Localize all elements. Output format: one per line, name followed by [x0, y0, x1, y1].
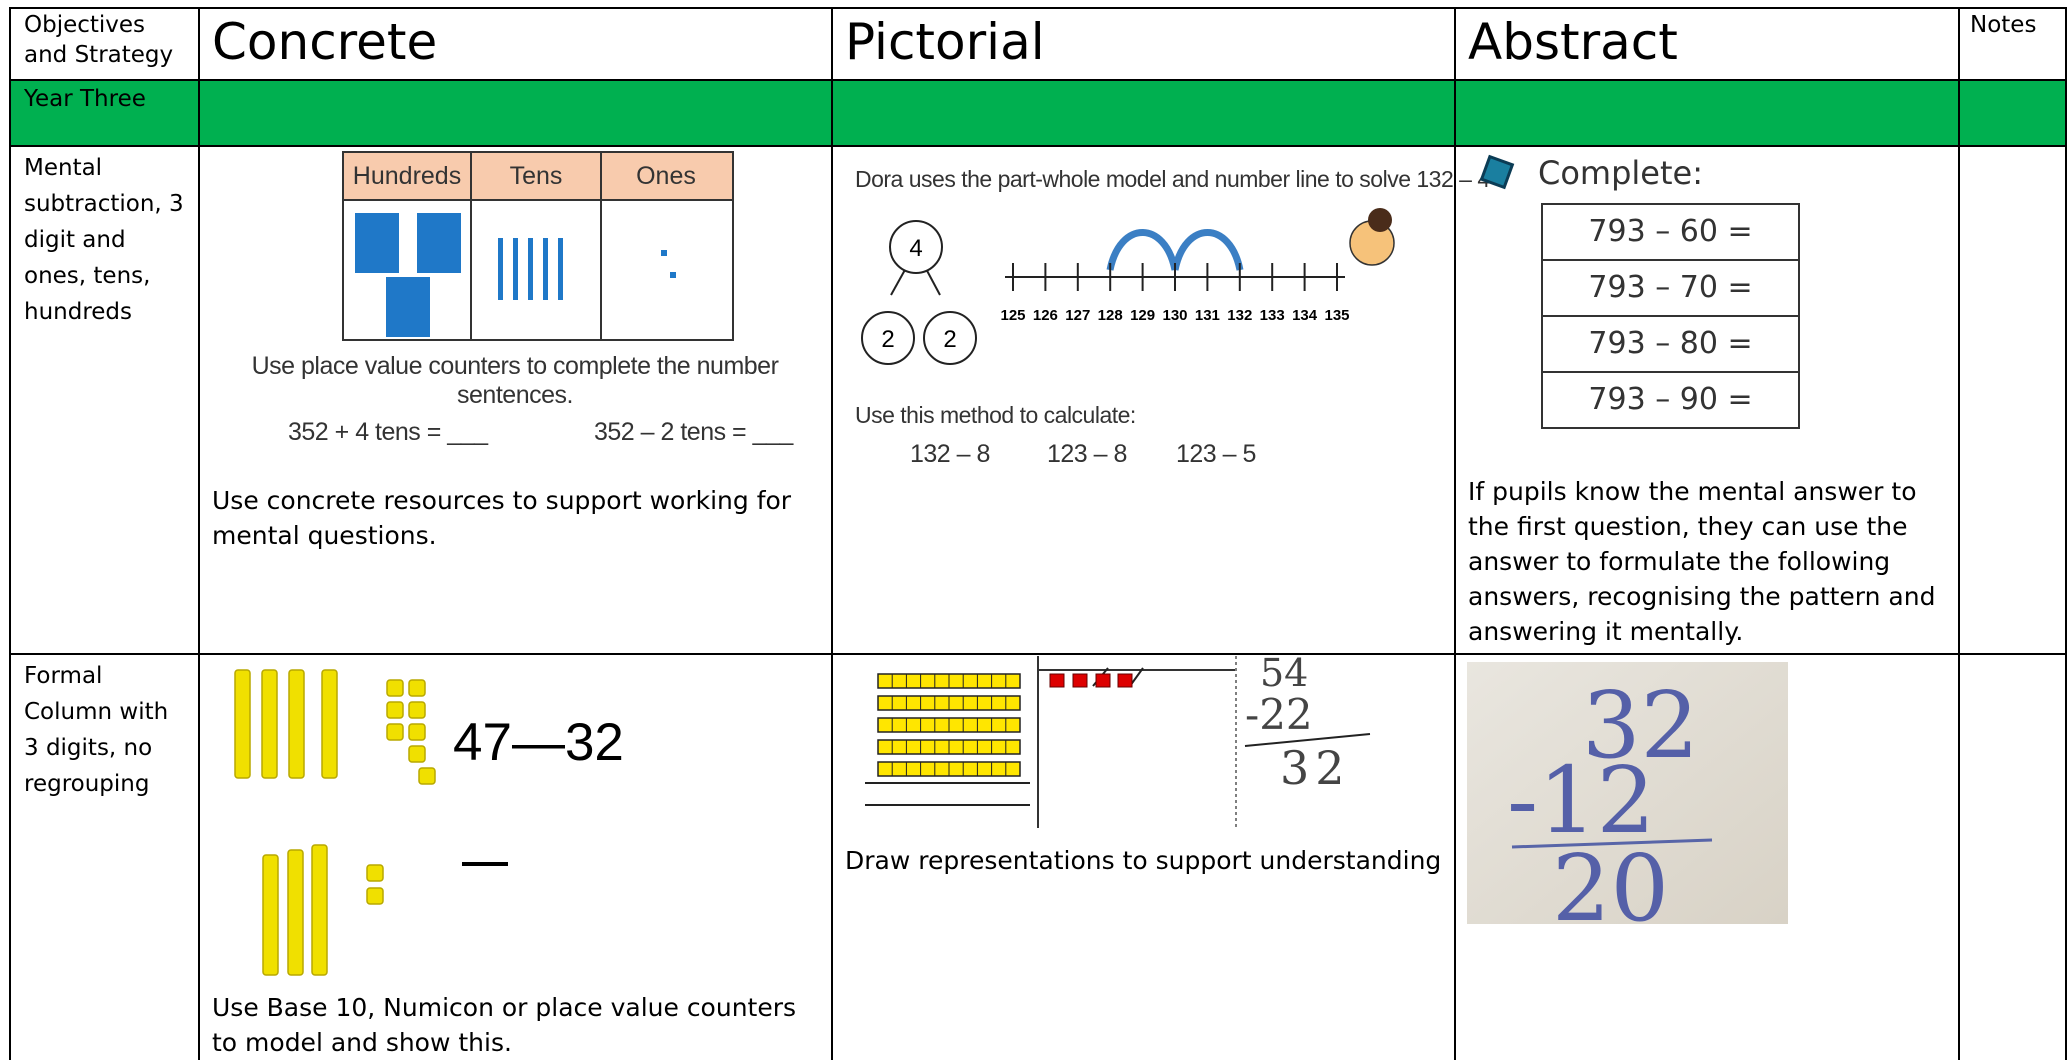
- written-digit: 20: [1552, 835, 1669, 924]
- question: 793 – 70 =: [1543, 261, 1798, 317]
- written-calculation-photo: 32 -12 20: [1467, 662, 1788, 924]
- unit-cube: [366, 887, 384, 905]
- rule: [198, 7, 200, 1060]
- unit-cube: [366, 864, 384, 882]
- question: 793 – 90 =: [1588, 382, 1753, 417]
- number-line-label: 130: [1162, 307, 1187, 324]
- one-square: [1072, 673, 1088, 688]
- place-value-chart: Hundreds Tens Ones: [342, 151, 734, 341]
- calculation: 123 – 5: [1176, 440, 1256, 468]
- pv-header: Hundreds: [353, 162, 461, 190]
- rule: [9, 7, 11, 1060]
- calculation: 123 – 8: [1047, 440, 1127, 468]
- rule: [9, 79, 2067, 81]
- written-digit: 54: [1260, 656, 1308, 695]
- objective: Mental subtraction, 3 digit and ones, te…: [24, 155, 184, 325]
- part-whole-number-line: 4 2 2 125 126 127 128 129 130 131 132 133 134 135: [861, 208, 1395, 365]
- number-line-label: 128: [1098, 307, 1123, 324]
- column-drawing: 54 -22 32: [865, 656, 1371, 828]
- number-line-label: 127: [1065, 307, 1090, 324]
- one-square: [1095, 673, 1111, 688]
- dash: [462, 862, 508, 866]
- pv-header: Ones: [636, 162, 696, 190]
- written-digit: 32: [1280, 741, 1351, 795]
- header-objectives: Objectives and Strategy: [24, 12, 174, 68]
- base-ten-blocks: [234, 669, 436, 976]
- question: 793 – 60 =: [1543, 205, 1798, 261]
- rule: [1454, 7, 1456, 1060]
- year-label: Year Three: [24, 86, 146, 112]
- ten-rod: [287, 849, 304, 976]
- ten-rod: [321, 669, 338, 779]
- written-digit: -22: [1245, 690, 1313, 739]
- number-line-label: 132: [1227, 307, 1252, 324]
- rule: [9, 145, 2067, 147]
- number-line-label: 129: [1130, 307, 1155, 324]
- unit-cube: [418, 767, 436, 785]
- header-notes: Notes: [1970, 12, 2037, 38]
- header-pictorial: Pictorial: [845, 13, 1045, 71]
- one-square: [1049, 673, 1065, 688]
- part-whole-value: 2: [943, 326, 956, 353]
- written-digit: 32: [1582, 672, 1699, 779]
- number-line-label: 134: [1292, 307, 1318, 324]
- pv-header: Tens: [510, 162, 563, 190]
- ten-rod: [262, 854, 279, 976]
- question-table: 793 – 60 = 793 – 70 = 793 – 80 = 793 – 9…: [1541, 203, 1800, 429]
- ten-rod: [261, 669, 278, 779]
- ten-rod: [311, 844, 328, 976]
- unit-cube: [408, 745, 426, 763]
- header-abstract: Abstract: [1468, 13, 1678, 71]
- written-digit: -12: [1507, 747, 1655, 854]
- ten-rod: [234, 669, 251, 779]
- equation: 47—32: [453, 713, 624, 772]
- concrete-note: Use concrete resources to support workin…: [212, 486, 792, 550]
- question: 793 – 80 =: [1543, 317, 1798, 373]
- one-square: [1117, 673, 1133, 688]
- rule: [9, 653, 2067, 655]
- unit-cube: [386, 723, 404, 741]
- rule: [1958, 7, 1960, 1060]
- number-line-label: 133: [1260, 307, 1285, 324]
- concrete-note: Use Base 10, Numicon or place value coun…: [212, 993, 797, 1057]
- number-line-label: 125: [1000, 307, 1025, 324]
- header-concrete: Concrete: [212, 13, 438, 71]
- part-whole-value: 2: [881, 326, 894, 353]
- abstract-note: If pupils know the mental answer to the …: [1468, 477, 1936, 646]
- number-line-label: 126: [1033, 307, 1058, 324]
- number-sentence: 352 + 4 tens = ___: [288, 418, 488, 446]
- instruction: Use place value counters to complete the…: [251, 352, 779, 409]
- pictorial-prompt: Dora uses the part-whole model and numbe…: [855, 166, 1490, 192]
- abstract-prompt: Complete:: [1538, 154, 1703, 192]
- unit-cube: [386, 679, 404, 697]
- instruction: Use this method to calculate:: [855, 402, 1136, 428]
- number-line-label: 135: [1324, 307, 1349, 324]
- pictorial-note: Draw representations to support understa…: [845, 846, 1442, 875]
- ten-rod: [288, 669, 305, 779]
- icon: [1479, 154, 1515, 190]
- unit-cube: [386, 701, 404, 719]
- part-whole-value: 4: [909, 235, 922, 262]
- unit-cube: [408, 701, 426, 719]
- rule: [2065, 7, 2067, 1060]
- rule: [831, 7, 833, 1060]
- objective: Formal Column with 3 digits, no regroupi…: [24, 663, 169, 797]
- year-band: [9, 79, 2067, 145]
- unit-cube: [408, 723, 426, 741]
- rule: [9, 7, 2067, 9]
- number-sentence: 352 – 2 tens = ___: [594, 418, 793, 446]
- calculation: 132 – 8: [910, 440, 990, 468]
- number-line-label: 131: [1195, 307, 1220, 324]
- unit-cube: [408, 679, 426, 697]
